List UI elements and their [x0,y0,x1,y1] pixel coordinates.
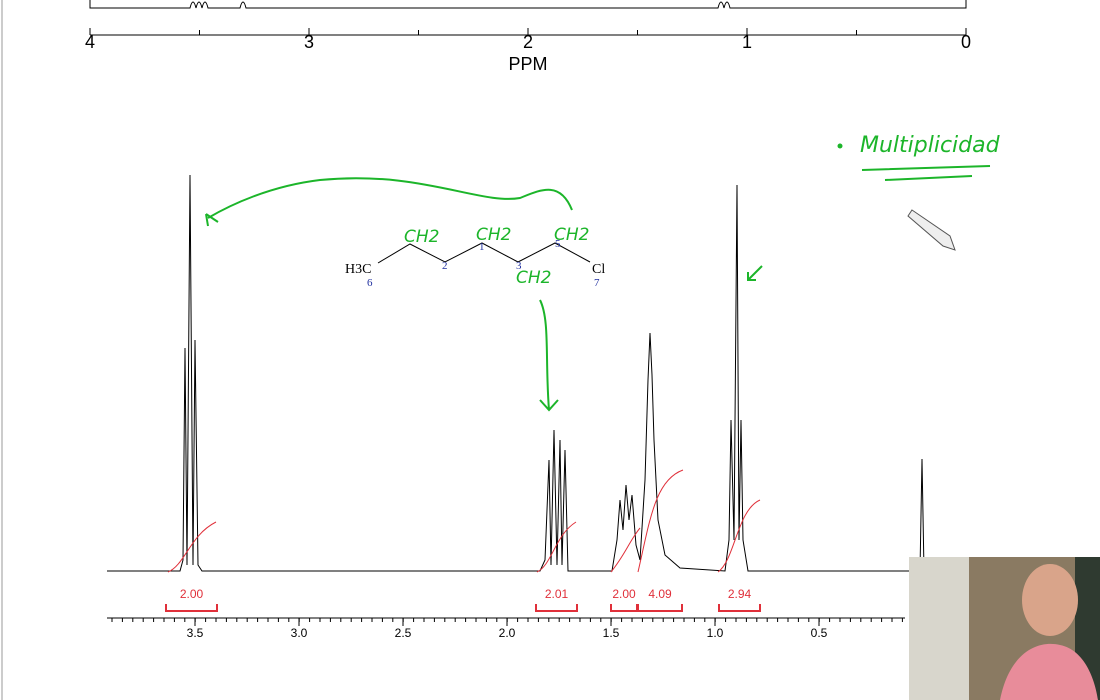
integral-label: 4.09 [648,587,672,601]
integrals: 2.00 2.01 2.00 4.09 2.94 [165,587,761,612]
integral-bar [165,604,218,612]
tick-label: 4 [85,32,95,52]
integral-bar [637,604,683,612]
group-label: CH2 [476,225,511,245]
integral-label: 2.00 [180,587,204,601]
tick-label: 1 [742,32,752,52]
tick-label: 1.0 [707,626,724,640]
tick-label: 1.5 [603,626,620,640]
atom-number: 1 [479,241,485,253]
webcam-window [909,557,969,700]
tick-label: 2 [523,32,533,52]
pen-cursor [907,209,956,251]
integral-curves [167,469,761,573]
tick-label: 2.5 [395,626,412,640]
atom-number: 2 [442,260,448,272]
arrows [205,165,991,412]
tick-label: 3 [304,32,314,52]
group-label: CH2 [516,268,551,288]
integral-label: 2.01 [545,587,569,601]
tick-label: 0.5 [811,626,828,640]
integral-bar [535,604,578,612]
integral-label: 2.94 [728,587,752,601]
group-label: CH2 [404,227,439,247]
tick-label: 3.0 [291,626,308,640]
axis-label: PPM [508,54,547,74]
top-ticks: 4 3 2 1 0 [85,28,971,52]
webcam-face [1022,564,1078,636]
integral-bar [718,604,761,612]
tick-label: 2.0 [499,626,516,640]
handwriting: CH2 CH2 CH2 CH2 [404,225,589,288]
tick-label: 0 [961,32,971,52]
atom-number: 3 [516,260,522,272]
atom-numbers: 6 2 1 3 5 7 [367,238,600,289]
group-label: CH2 [554,225,589,245]
atom-number: 6 [367,277,373,289]
atom-number: 5 [555,238,561,250]
spectrum [107,174,925,572]
heading: Multiplicidad [860,133,1001,158]
left-group: H3C [345,262,371,277]
bonds [377,242,591,264]
bullet [837,143,843,149]
tick-label: 3.5 [187,626,204,640]
integral-label: 2.00 [612,587,636,601]
bottom-ticks: 3.5 3.0 2.5 2.0 1.5 1.0 0.5 [187,618,828,640]
atom-number: 7 [594,277,600,289]
right-group: Cl [592,262,605,277]
minor-ticks [111,618,903,622]
top-spectrum [89,0,967,9]
webcam-shirt [1000,643,1098,700]
